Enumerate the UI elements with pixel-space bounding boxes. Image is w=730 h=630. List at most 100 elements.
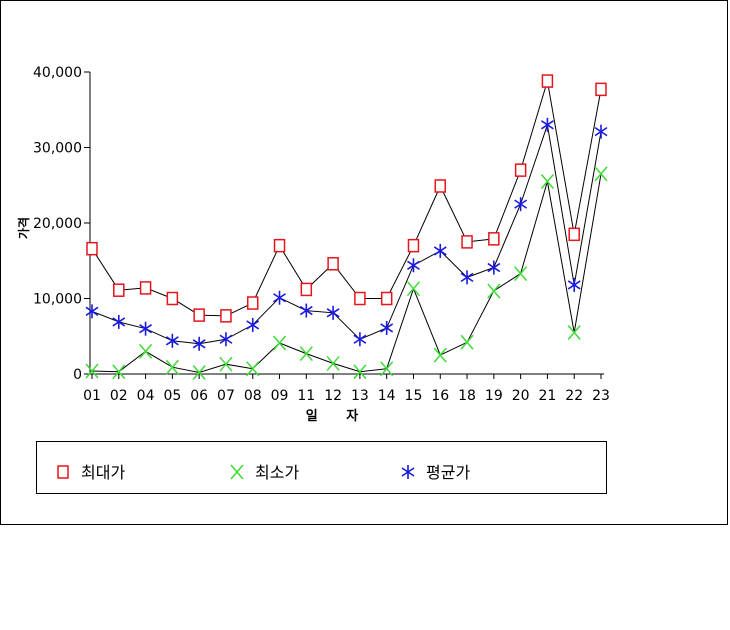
data-point-square [354, 291, 366, 306]
data-point-square [300, 282, 313, 297]
data-point-square [273, 238, 286, 253]
data-point-x [433, 347, 447, 363]
x-tick-label: 23 [592, 388, 610, 404]
data-point-square [220, 309, 232, 323]
x-tick-label: 06 [190, 388, 208, 404]
data-point-asterisk [487, 260, 501, 275]
data-point-asterisk [165, 333, 179, 348]
data-point-x [460, 334, 474, 350]
data-point-asterisk [246, 317, 260, 332]
x-axis-ticks: 01 02 04 05 06 07 08 09 11 12 13 14 15 16 18 19 20 21 22 23 [83, 374, 610, 404]
x-tick-label: 13 [351, 388, 369, 404]
data-point-x [139, 343, 153, 359]
y-tick-label: 20,000 [33, 216, 82, 232]
x-tick-label: 04 [137, 388, 155, 404]
x-tick-label: 15 [405, 388, 423, 404]
data-point-asterisk [407, 258, 420, 273]
data-point-x [85, 363, 99, 379]
data-point-asterisk [353, 332, 367, 347]
data-point-x [380, 361, 394, 377]
data-point-asterisk [139, 321, 153, 336]
data-point-square [380, 291, 393, 306]
x-axis-label: 일 자 [306, 409, 370, 424]
data-point-asterisk [112, 314, 126, 329]
x-tick-label: 14 [378, 388, 396, 404]
x-tick-label: 01 [83, 388, 101, 404]
data-point-x [540, 173, 554, 189]
x-tick-label: 08 [244, 388, 262, 404]
data-point-square [327, 257, 339, 271]
data-point-square [113, 283, 125, 297]
data-point-asterisk [460, 270, 474, 285]
data-point-x [353, 364, 367, 380]
y-tick-label: 40,000 [33, 65, 82, 81]
data-point-x [112, 364, 126, 380]
x-tick-label: 12 [324, 388, 342, 404]
data-point-x [272, 335, 287, 351]
data-point-square [246, 296, 259, 310]
data-point-x [406, 281, 421, 297]
data-point-asterisk [540, 117, 554, 132]
data-point-asterisk [326, 305, 340, 320]
data-point-square [595, 82, 607, 97]
x-tick-label: 22 [565, 388, 583, 404]
data-point-x [594, 166, 608, 182]
data-point-asterisk [273, 290, 286, 305]
y-axis-ticks: 0 10,000 20,000 30,000 40,000 [33, 65, 90, 383]
series-line-3 [91, 124, 602, 345]
legend-label: 평균가 [426, 463, 470, 482]
data-point-square [488, 232, 500, 246]
y-tick-label: 0 [73, 367, 82, 383]
x-tick-label: 20 [512, 388, 530, 404]
data-point-square [541, 74, 554, 88]
data-point-asterisk [594, 124, 608, 139]
data-point-asterisk [192, 336, 206, 351]
x-tick-label: 16 [431, 388, 449, 404]
data-point-asterisk [514, 197, 528, 212]
x-tick-label: 02 [110, 388, 128, 404]
legend: 최대가 최소가 평균가 [57, 463, 470, 482]
legend-marker-x [230, 464, 244, 480]
data-point-square [514, 163, 527, 177]
data-point-square [166, 291, 179, 306]
data-point-x [487, 283, 501, 299]
data-point-square [434, 179, 447, 193]
data-point-x [165, 359, 179, 375]
data-point-asterisk [567, 277, 581, 292]
data-point-x [326, 355, 340, 371]
x-tick-label: 07 [217, 388, 235, 404]
x-tick-label: 09 [271, 388, 289, 404]
data-point-asterisk [299, 303, 313, 318]
legend-label: 최소가 [255, 463, 299, 482]
data-point-x [514, 266, 528, 282]
data-point-x [567, 324, 581, 340]
data-point-x [192, 365, 206, 380]
data-point-square [86, 241, 98, 256]
y-axis-label: 가격 [16, 217, 31, 239]
data-point-x [219, 356, 233, 372]
data-point-asterisk [85, 304, 99, 319]
x-tick-label: 05 [163, 388, 181, 404]
legend-marker-square [57, 465, 69, 479]
legend-box [36, 441, 607, 494]
data-point-asterisk [219, 332, 233, 347]
x-tick-label: 21 [539, 388, 557, 404]
data-point-square [568, 227, 580, 242]
data-point-x [246, 361, 260, 377]
legend-marker-asterisk [401, 465, 415, 479]
x-tick-label: 18 [458, 388, 476, 404]
data-point-square [407, 238, 420, 253]
data-point-square [139, 281, 152, 295]
series-markers [85, 74, 608, 380]
x-tick-label: 19 [485, 388, 503, 404]
legend-label: 최대가 [81, 463, 125, 482]
data-point-x [299, 346, 313, 362]
data-point-asterisk [433, 243, 447, 258]
y-tick-label: 10,000 [33, 292, 82, 308]
x-tick-label: 11 [297, 388, 315, 404]
data-point-square [461, 235, 473, 249]
data-point-asterisk [380, 320, 394, 335]
data-point-square [193, 308, 205, 322]
series-line-2 [91, 173, 602, 374]
